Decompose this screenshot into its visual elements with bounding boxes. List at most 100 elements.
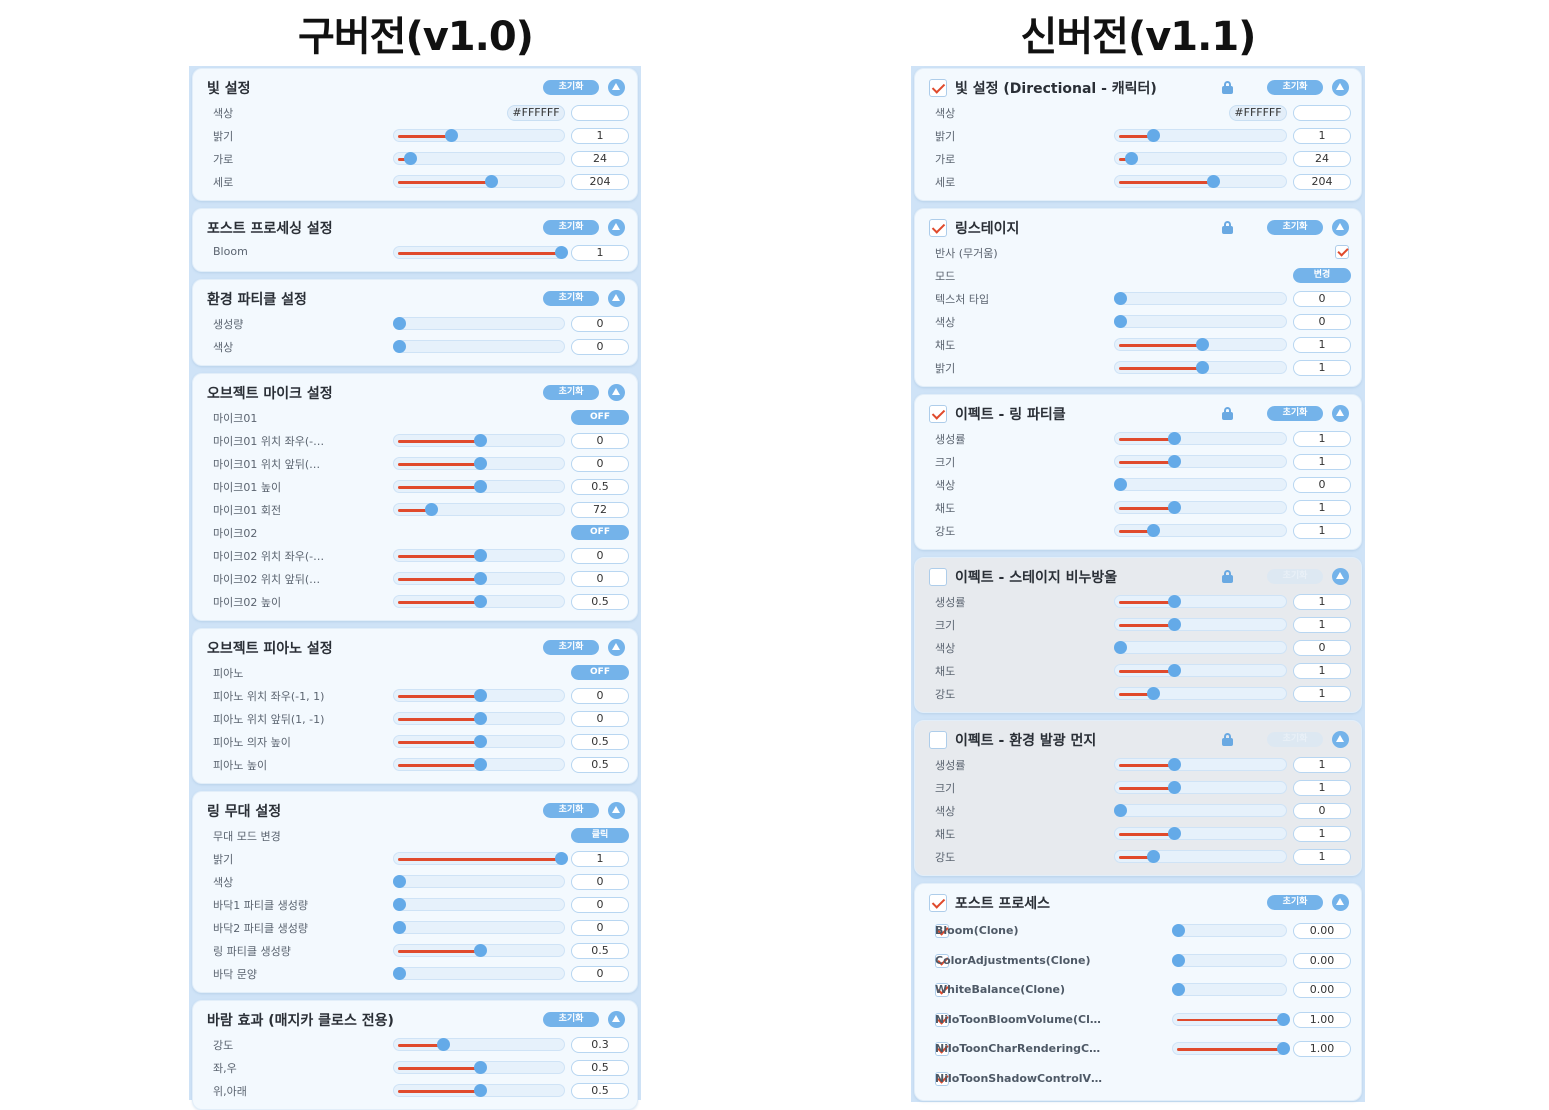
slider-knob[interactable] <box>474 758 487 771</box>
value-slider[interactable] <box>393 689 565 702</box>
value-slider[interactable] <box>393 129 565 142</box>
value-field[interactable]: 0.5 <box>571 1060 629 1076</box>
value-field[interactable]: 204 <box>571 174 629 190</box>
reset-button[interactable]: 초기화 <box>543 803 599 818</box>
value-field[interactable]: 1 <box>1293 757 1351 773</box>
value-slider[interactable] <box>1114 129 1287 142</box>
reset-button[interactable]: 초기화 <box>543 80 599 95</box>
slider-knob[interactable] <box>555 852 568 865</box>
value-field[interactable]: 1 <box>1293 594 1351 610</box>
slider-knob[interactable] <box>1167 501 1181 514</box>
value-slider[interactable] <box>393 852 568 865</box>
slider-knob[interactable] <box>1195 338 1209 351</box>
value-field[interactable]: 0.5 <box>571 594 629 610</box>
color-hex-field[interactable]: #FFFFFF <box>1229 105 1287 121</box>
value-slider[interactable] <box>393 1038 565 1051</box>
value-field[interactable]: 1 <box>1293 826 1351 842</box>
value-slider[interactable] <box>1114 175 1287 188</box>
slider-knob[interactable] <box>393 898 406 911</box>
value-field[interactable]: 1 <box>1293 849 1351 865</box>
collapse-arrow-icon[interactable] <box>608 79 625 96</box>
value-field[interactable]: 1 <box>1293 360 1351 376</box>
effect-checkbox[interactable] <box>935 1012 949 1027</box>
slider-knob[interactable] <box>404 152 418 165</box>
value-field[interactable]: 0.3 <box>571 1037 629 1053</box>
slider-knob[interactable] <box>474 457 487 470</box>
value-field[interactable]: 0 <box>571 456 629 472</box>
effect-checkbox[interactable] <box>935 1042 949 1056</box>
slider-knob[interactable] <box>1146 687 1160 700</box>
slider-knob[interactable] <box>474 434 487 447</box>
slider-knob[interactable] <box>1206 175 1220 188</box>
slider-knob[interactable] <box>1114 292 1127 305</box>
value-slider[interactable] <box>393 595 565 608</box>
value-field[interactable]: 0.00 <box>1293 952 1351 969</box>
value-field[interactable]: 0 <box>571 571 629 587</box>
slider-knob[interactable] <box>393 921 406 934</box>
value-field[interactable]: 1 <box>1293 617 1351 633</box>
value-field[interactable]: 0 <box>1293 291 1351 307</box>
effect-checkbox[interactable] <box>935 953 949 968</box>
value-field[interactable]: 0 <box>571 874 629 890</box>
slider-knob[interactable] <box>1167 664 1181 677</box>
value-slider[interactable] <box>393 572 565 585</box>
slider-knob[interactable] <box>1167 618 1181 631</box>
value-slider[interactable] <box>1172 983 1287 996</box>
value-field[interactable]: 0 <box>571 897 629 913</box>
value-slider[interactable] <box>1114 338 1287 351</box>
slider-knob[interactable] <box>425 503 439 516</box>
value-slider[interactable] <box>393 712 565 725</box>
value-slider[interactable] <box>393 549 565 562</box>
value-field[interactable]: 1 <box>1293 431 1351 447</box>
reset-button[interactable]: 초기화 <box>543 291 599 306</box>
slider-knob[interactable] <box>474 735 487 748</box>
value-field[interactable]: 0.5 <box>571 943 629 959</box>
slider-knob[interactable] <box>1167 432 1181 445</box>
mode-change-button[interactable]: 변경 <box>1293 268 1351 283</box>
reset-button[interactable]: 초기화 <box>1267 80 1323 95</box>
value-field[interactable]: 0.5 <box>571 479 629 495</box>
value-field[interactable]: 1.00 <box>1293 1011 1351 1028</box>
value-slider[interactable] <box>393 434 565 447</box>
value-slider[interactable] <box>393 875 565 888</box>
enable-checkbox[interactable] <box>929 219 947 237</box>
slider-knob[interactable] <box>393 340 406 353</box>
collapse-arrow-icon[interactable] <box>608 802 625 819</box>
effect-checkbox[interactable] <box>935 1071 949 1086</box>
value-field[interactable]: 0 <box>1293 803 1351 819</box>
slider-knob[interactable] <box>474 572 487 585</box>
value-field[interactable]: 204 <box>1293 174 1351 190</box>
value-slider[interactable] <box>393 457 565 470</box>
value-slider[interactable] <box>393 175 565 188</box>
value-slider[interactable] <box>1114 315 1287 328</box>
value-field[interactable]: 0.5 <box>571 757 629 773</box>
collapse-arrow-icon[interactable] <box>608 384 625 401</box>
slider-knob[interactable] <box>393 317 406 330</box>
collapse-arrow-icon[interactable] <box>608 290 625 307</box>
value-field[interactable]: 0 <box>571 433 629 449</box>
slider-knob[interactable] <box>474 1061 487 1074</box>
slider-knob[interactable] <box>474 480 487 493</box>
value-field[interactable]: 0.00 <box>1293 923 1351 939</box>
slider-knob[interactable] <box>1146 129 1160 142</box>
value-field[interactable]: 1 <box>1293 454 1351 470</box>
reset-button[interactable]: 초기화 <box>1267 406 1323 421</box>
value-slider[interactable] <box>393 944 565 957</box>
value-slider[interactable] <box>393 503 565 516</box>
value-slider[interactable] <box>1172 1012 1290 1026</box>
color-swatch[interactable] <box>1293 105 1351 121</box>
value-field[interactable]: 0 <box>571 688 629 704</box>
value-field[interactable]: 24 <box>1293 151 1351 167</box>
value-slider[interactable] <box>1114 524 1287 537</box>
value-slider[interactable] <box>1114 664 1287 677</box>
reset-button[interactable]: 초기화 <box>543 220 599 235</box>
value-field[interactable]: 0 <box>571 966 629 982</box>
collapse-arrow-icon[interactable] <box>1332 405 1349 422</box>
lock-icon[interactable] <box>1222 570 1233 583</box>
enable-checkbox[interactable] <box>929 568 947 586</box>
value-field[interactable]: 1 <box>1293 500 1351 516</box>
value-field[interactable]: 24 <box>571 151 629 167</box>
collapse-arrow-icon[interactable] <box>608 1011 625 1028</box>
value-slider[interactable] <box>393 758 565 771</box>
slider-knob[interactable] <box>555 246 568 259</box>
